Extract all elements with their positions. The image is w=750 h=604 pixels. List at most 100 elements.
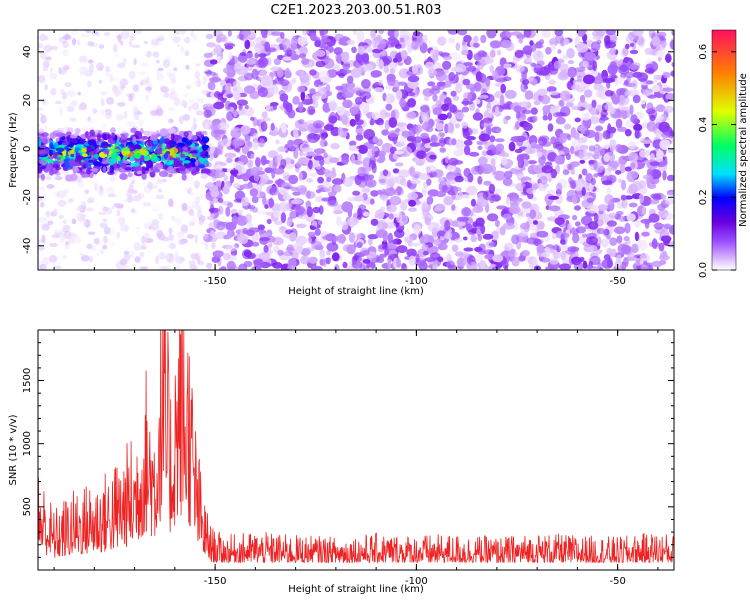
- spectrogram-cell: [42, 67, 49, 72]
- spectrogram-cell: [572, 233, 580, 244]
- spectrogram-cell: [454, 111, 465, 120]
- spectrogram-cell: [319, 30, 329, 36]
- spectrogram-cell: [484, 57, 494, 64]
- spectrogram-cell: [91, 245, 96, 252]
- spectrogram-signal-cell: [73, 132, 80, 136]
- spectrogram-cell: [268, 160, 279, 169]
- spectrogram-cell: [361, 249, 370, 256]
- spectrogram-cell: [463, 145, 471, 156]
- spectrogram-cell: [257, 210, 268, 215]
- spectrogram-cell: [394, 43, 402, 49]
- spectrogram-cell: [473, 82, 482, 92]
- spectrogram-cell: [184, 50, 190, 57]
- spectrogram-cell: [389, 195, 402, 206]
- spectrogram-cell: [427, 68, 438, 77]
- spectrogram-signal-cell: [204, 151, 209, 157]
- spectrogram-cell: [574, 205, 581, 211]
- spectrogram-cell: [521, 109, 532, 115]
- spectrogram-cell: [415, 160, 425, 166]
- spectrogram-cell: [518, 101, 530, 107]
- spectrogram-signal-cell: [132, 165, 141, 172]
- spectrogram-cell: [63, 189, 70, 194]
- spectrogram-signal-cell: [95, 161, 99, 167]
- spectrogram-signal-cell: [93, 153, 100, 159]
- spectrogram-cell: [326, 69, 338, 78]
- spectrogram-signal-cell: [61, 135, 66, 141]
- spectrogram-cell: [240, 125, 251, 135]
- spectrogram-cell: [364, 63, 374, 72]
- spectrogram-cell: [192, 117, 197, 126]
- spectrogram-cell: [113, 88, 121, 97]
- spectrogram-cell: [369, 120, 375, 126]
- spectrogram-cell: [332, 235, 339, 242]
- spectrogram-cell: [188, 260, 196, 266]
- spectrogram-cell: [518, 230, 529, 237]
- spectrogram-cell: [156, 73, 165, 81]
- spectrogram-cell: [251, 196, 259, 204]
- spectrogram-cell: [427, 81, 436, 87]
- spectrogram-cell: [624, 222, 631, 234]
- spectrogram-cell: [463, 247, 474, 252]
- spectrogram-cell: [199, 241, 208, 246]
- spectrogram-cell: [489, 64, 495, 73]
- spectrogram-cell: [399, 37, 405, 43]
- spectrogram-signal-cell: [53, 152, 58, 159]
- spectrogram-cell: [664, 197, 674, 205]
- spectrogram-cell: [524, 90, 534, 100]
- spectrogram-cell: [446, 138, 453, 146]
- spectrogram-cell: [375, 229, 388, 239]
- spectrogram-signal-cell: [48, 156, 54, 160]
- spectrogram-cell: [367, 149, 375, 159]
- spectrogram-cell: [663, 223, 672, 230]
- spectrogram-cell: [637, 72, 649, 82]
- spectrogram-cell: [101, 99, 105, 107]
- spectrogram-cell: [155, 108, 164, 117]
- spectrogram-signal-cell: [155, 148, 164, 155]
- spectrogram-cell: [593, 146, 606, 157]
- spectrogram-cell: [357, 152, 362, 161]
- spectrogram-cell: [43, 126, 48, 131]
- spectrogram-cell: [71, 218, 77, 225]
- spectrogram-cell: [548, 205, 561, 212]
- spectrogram-cell: [410, 242, 421, 247]
- spectrogram-cell: [251, 241, 260, 247]
- spectrogram-cell: [291, 78, 297, 84]
- spectrogram-cell: [290, 54, 300, 61]
- spectrogram-cell: [646, 177, 651, 187]
- spectrogram-cell: [478, 250, 487, 255]
- spectrogram-signal-cell: [105, 134, 112, 140]
- spectrogram-cell: [586, 197, 594, 203]
- spectrogram-cell: [356, 145, 368, 150]
- spectrogram-cell: [71, 30, 79, 36]
- spectrogram-cell: [175, 264, 181, 270]
- spectrogram-cell: [325, 257, 331, 265]
- colorbar-tick-label: 0.2: [698, 189, 709, 205]
- spectrogram-cell: [559, 99, 565, 107]
- spectrogram-cell: [277, 178, 283, 188]
- spectrogram-cell: [77, 105, 82, 111]
- spectrogram-cell: [178, 239, 186, 245]
- spectrogram-signal-cell: [74, 127, 81, 134]
- spectrogram-cell: [257, 87, 268, 98]
- spectrogram-cell: [582, 260, 588, 269]
- spectrogram-cell: [596, 104, 603, 112]
- spectrogram-cell: [58, 68, 68, 75]
- spectrogram-cell: [610, 145, 615, 153]
- spectrogram-cell: [330, 142, 340, 150]
- spectrogram-cell: [120, 31, 130, 40]
- spectrogram-cell: [280, 158, 287, 168]
- spectrogram-cell: [612, 36, 618, 41]
- spectrogram-cell: [584, 89, 593, 98]
- spectrogram-cell: [217, 205, 224, 215]
- spectrogram-cell: [260, 155, 267, 166]
- spectrogram-cell: [501, 152, 510, 158]
- spectrogram-cell: [492, 254, 504, 263]
- spectrogram-signal-cell: [52, 163, 61, 169]
- spectrogram-cell: [653, 223, 665, 228]
- spectrogram-cell: [445, 175, 455, 180]
- spectrogram-cell: [100, 109, 105, 116]
- spectrogram-cell: [308, 108, 316, 114]
- spectrogram-signal-cell: [94, 129, 103, 136]
- spectrogram-cell: [601, 238, 609, 248]
- spectrogram-cell: [57, 199, 66, 207]
